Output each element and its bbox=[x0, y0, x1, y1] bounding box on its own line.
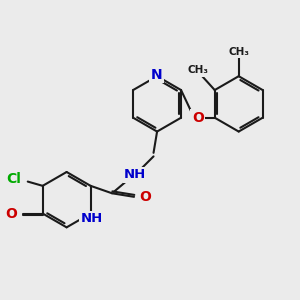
Text: CH₃: CH₃ bbox=[188, 65, 209, 75]
Text: O: O bbox=[192, 111, 204, 125]
Text: O: O bbox=[140, 190, 152, 204]
Text: NH: NH bbox=[81, 212, 103, 225]
Text: Cl: Cl bbox=[6, 172, 21, 186]
Text: CH₃: CH₃ bbox=[228, 47, 249, 57]
Text: NH: NH bbox=[124, 168, 146, 181]
Text: O: O bbox=[5, 206, 17, 220]
Text: N: N bbox=[151, 68, 162, 82]
